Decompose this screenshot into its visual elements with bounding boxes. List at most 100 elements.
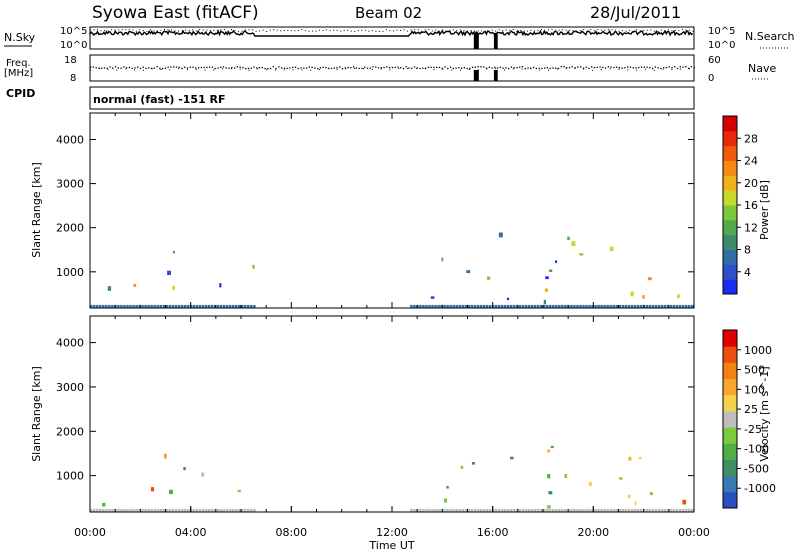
freq-point [499, 66, 502, 68]
range-gate-cell [162, 304, 165, 308]
range-gate-cell [201, 304, 205, 308]
colorbar-segment [723, 116, 737, 132]
freq-point [184, 66, 186, 69]
freq-point [164, 67, 167, 69]
freq-point [103, 67, 106, 69]
freq-point [519, 66, 521, 68]
nsearch-point [579, 30, 581, 32]
nave-point [363, 68, 365, 70]
freq-point [532, 66, 535, 69]
nsearch-point [618, 30, 620, 32]
freq-point [552, 67, 554, 69]
freq-point [388, 67, 391, 69]
range-gate-cell [216, 304, 220, 308]
range-gate-cell [621, 508, 625, 512]
range-gate-cell [579, 253, 584, 256]
freq-point [200, 66, 203, 69]
range-gate-cell [90, 508, 93, 512]
range-gate-cell [413, 304, 416, 308]
colorbar-tick-label: -1000 [744, 482, 776, 495]
freq-point [458, 67, 460, 69]
freq-point [189, 66, 191, 68]
colorbar-segment [723, 264, 737, 280]
freq-point [386, 66, 388, 68]
range-gate-cell [524, 304, 528, 308]
freq-point [657, 67, 659, 69]
range-gate-cell [473, 304, 477, 308]
range-gate-cell [630, 291, 634, 297]
nsearch-point [428, 29, 430, 31]
range-gate-cell [219, 304, 223, 308]
nsearch-point [100, 30, 102, 32]
nsearch-point [361, 29, 363, 31]
freq-point [615, 66, 618, 68]
freq-point [660, 67, 662, 70]
range-gate-cell [201, 508, 205, 512]
range-gate-cell [573, 508, 576, 512]
freq-point [297, 67, 299, 70]
freq-point [513, 67, 515, 69]
freq-point [613, 66, 615, 69]
colorbar-segment [723, 145, 737, 161]
nave-point [407, 68, 409, 70]
nave-point [644, 68, 646, 70]
nave-point [213, 69, 215, 71]
nave-point [565, 68, 567, 70]
nsearch-point [153, 30, 155, 32]
range-gate-cell [500, 508, 504, 512]
range-gate-cell [547, 474, 551, 479]
power-scatter [90, 232, 694, 308]
freq-point [422, 67, 424, 69]
nsearch-point [435, 29, 437, 31]
freq-point [214, 67, 216, 70]
nsky-line [89, 29, 694, 37]
range-gate-cell [690, 508, 694, 512]
nave-point [495, 68, 497, 70]
range-gate-cell [570, 508, 573, 512]
colorbar-tick-label: 25 [744, 403, 758, 416]
nave-point [451, 69, 453, 71]
velocity-y-axis: 1000 2000 3000 4000 [56, 337, 694, 483]
freq-point [427, 66, 430, 68]
range-gate-cell [186, 508, 190, 512]
power-colorbar: 4 8 12 16 20 24 28 [722, 115, 758, 295]
range-gate-cell [485, 508, 489, 512]
range-gate-cell [582, 508, 585, 512]
freq-point [369, 67, 371, 69]
freq-point [197, 67, 200, 69]
colorbar-tick-label: 12 [744, 221, 758, 234]
freq-point [289, 67, 291, 69]
nave-point [539, 69, 541, 71]
freq-point [627, 66, 629, 68]
nsearch-point [523, 30, 525, 32]
freq-point [239, 66, 241, 68]
nsearch-point [530, 29, 532, 31]
x-tick-label: 00:00 [74, 526, 106, 539]
freq-point [278, 66, 280, 68]
freq-point [275, 67, 277, 70]
range-gate-cell [446, 508, 449, 512]
range-gate-cell [561, 508, 564, 512]
nsearch-point [555, 29, 557, 31]
nsky-trace [89, 29, 694, 49]
range-gate-cell [579, 508, 582, 512]
range-gate-cell [234, 304, 238, 308]
nsearch-point [516, 30, 518, 32]
nsky-panel [89, 26, 695, 50]
range-gate-cell [470, 508, 474, 512]
freq-point [555, 67, 557, 69]
freq-point [607, 66, 609, 68]
freq-point [355, 67, 358, 69]
range-gate-cell [672, 508, 676, 512]
range-gate-cell [159, 508, 162, 512]
range-gate-cell [467, 304, 470, 308]
nsearch-point [604, 29, 606, 31]
nsearch-point [396, 29, 398, 31]
range-gate-cell [615, 508, 618, 512]
range-gate-cell [169, 489, 173, 495]
nsearch-point [206, 29, 208, 31]
nsearch-point [132, 29, 134, 31]
range-gate-cell [509, 304, 513, 308]
nave-point [592, 69, 594, 71]
range-gate-cell [252, 264, 255, 269]
